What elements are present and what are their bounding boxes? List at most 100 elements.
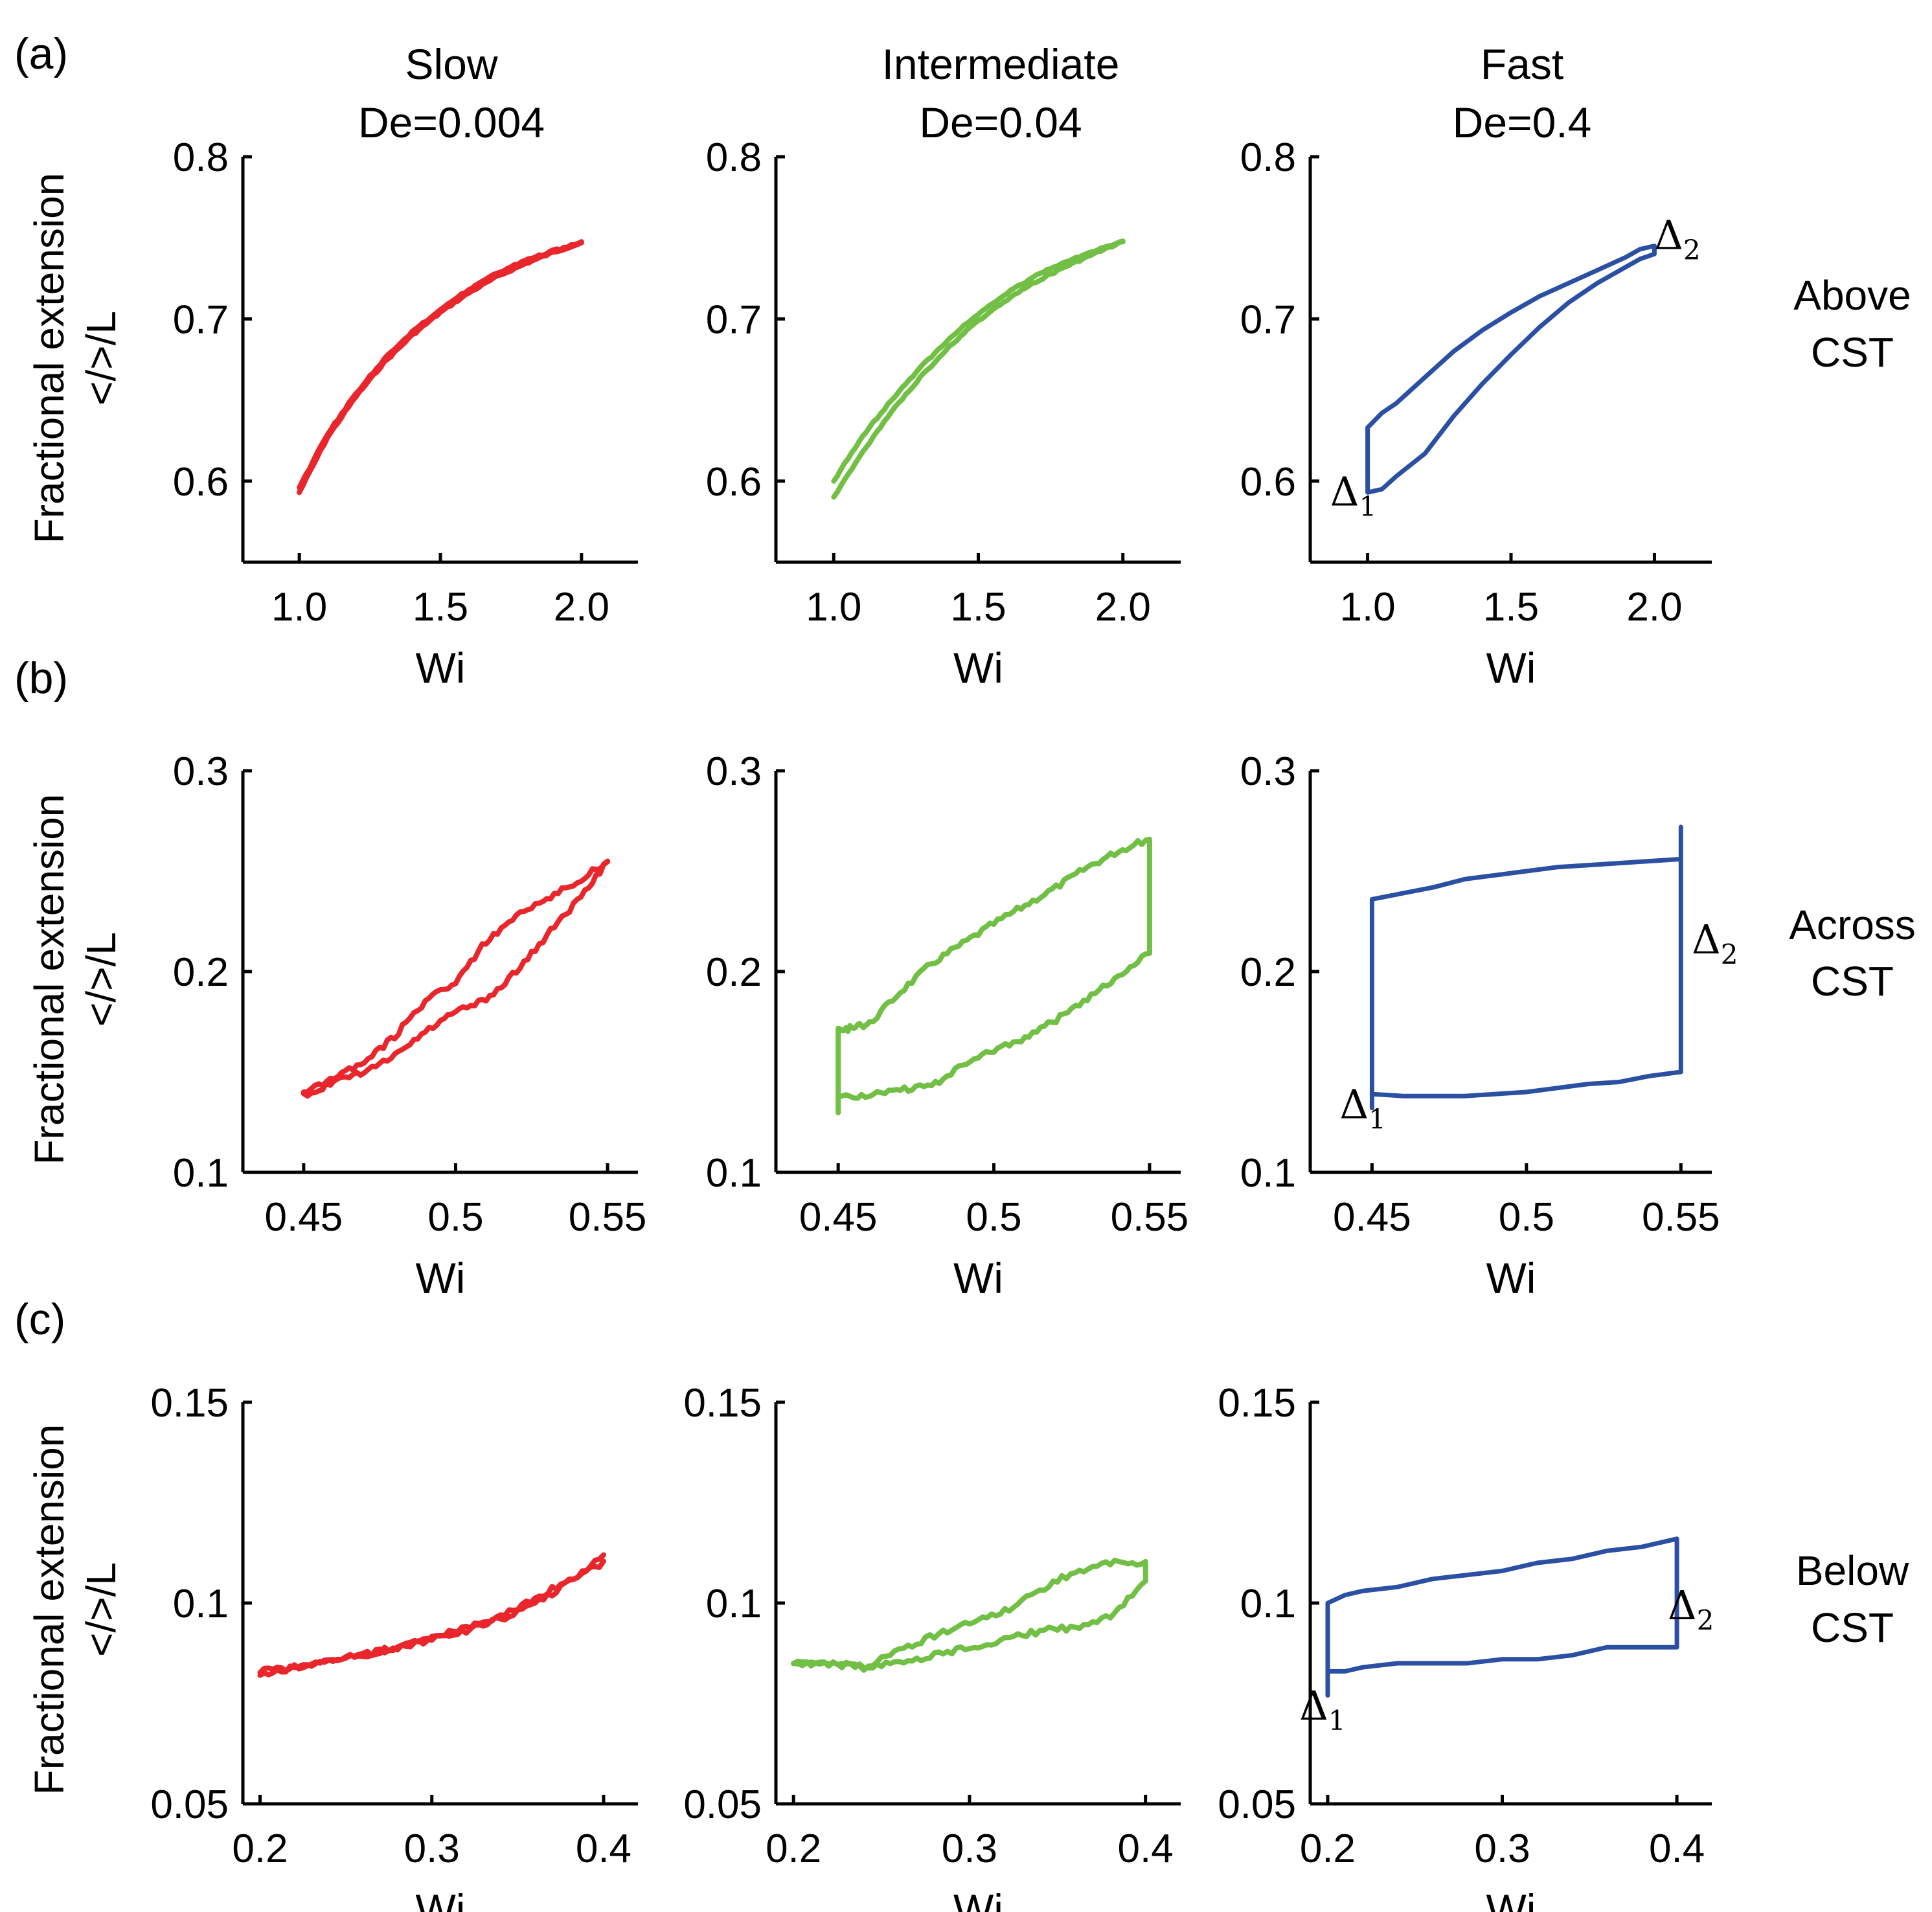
series-line-loop bbox=[1325, 1536, 1679, 1698]
x-axis-label: Wi bbox=[1486, 1885, 1536, 1912]
chart-panel-1-2: 0.6 0.7 0.8 1.0 1.5 2.0 Wi bbox=[706, 135, 1181, 692]
y-tick-label: 0.1 bbox=[173, 1151, 229, 1196]
row-label-across-1: Across bbox=[1789, 902, 1916, 948]
y-tick-label: 0.3 bbox=[1240, 749, 1296, 794]
series-line-loop bbox=[835, 836, 1152, 1115]
chart-panel-2-1: 0.1 0.2 0.3 0.45 0.5 0.55 Wi bbox=[173, 749, 647, 1302]
annotation-delta-2: Δ2 bbox=[1668, 1582, 1714, 1636]
y-tick-label: 0.6 bbox=[173, 460, 229, 505]
y-axis-labels: Fractional extension </>/L Fractional ex… bbox=[26, 173, 124, 1795]
y-tick-label: 0.1 bbox=[1240, 1582, 1296, 1626]
series-line-forward bbox=[301, 858, 611, 1099]
ylabel-a-line2: </>/L bbox=[78, 311, 124, 405]
series-line-return bbox=[301, 859, 611, 1095]
col-title-slow: Slow bbox=[405, 40, 497, 88]
x-tick-label: 0.45 bbox=[265, 1195, 343, 1240]
row-label-above-1: Above bbox=[1793, 272, 1911, 319]
x-axis-label: Wi bbox=[416, 1885, 466, 1912]
annotation-delta-1: Δ1 bbox=[1299, 1682, 1346, 1736]
x-tick-label: 0.4 bbox=[1118, 1827, 1174, 1871]
series-line-loop bbox=[1365, 244, 1657, 495]
y-tick-label: 0.7 bbox=[1240, 297, 1296, 342]
x-tick-label: 0.3 bbox=[404, 1827, 460, 1871]
panels: 0.6 0.7 0.8 1.0 1.5 2.0 Wi 0.6 0.7 0.8 1.0 1.5 2.0 Wi… bbox=[150, 135, 1738, 1912]
col-de-slow: De=0.004 bbox=[358, 98, 545, 146]
y-tick-label: 0.7 bbox=[706, 297, 762, 342]
x-tick-label: 0.5 bbox=[966, 1195, 1021, 1240]
x-tick-label: 0.55 bbox=[1111, 1195, 1189, 1240]
col-title-fast: Fast bbox=[1481, 40, 1563, 88]
y-tick-label: 0.15 bbox=[683, 1381, 762, 1426]
y-tick-label: 0.1 bbox=[173, 1582, 229, 1626]
col-de-intermediate: De=0.04 bbox=[919, 98, 1082, 146]
annotation-delta-1: Δ1 bbox=[1339, 1080, 1386, 1135]
x-axis-label: Wi bbox=[953, 644, 1003, 692]
x-tick-label: 0.2 bbox=[1300, 1827, 1356, 1871]
ylabel-c-line1: Fractional extension bbox=[26, 1424, 73, 1795]
row-label-above-2: CST bbox=[1811, 329, 1894, 376]
x-axis-label: Wi bbox=[416, 1254, 466, 1302]
x-axis-label: Wi bbox=[953, 1254, 1003, 1302]
y-tick-label: 0.8 bbox=[706, 135, 762, 180]
y-tick-label: 0.2 bbox=[706, 950, 762, 995]
series-line-return bbox=[297, 239, 584, 490]
x-tick-label: 2.0 bbox=[1626, 585, 1682, 630]
ylabel-a-line1: Fractional extension bbox=[26, 173, 73, 544]
y-tick-label: 0.1 bbox=[706, 1151, 762, 1196]
x-tick-label: 2.0 bbox=[1095, 585, 1151, 630]
y-tick-label: 0.2 bbox=[173, 950, 229, 995]
y-tick-label: 0.1 bbox=[706, 1582, 762, 1626]
chart-panel-1-1: 0.6 0.7 0.8 1.0 1.5 2.0 Wi bbox=[173, 135, 638, 692]
row-label-below-2: CST bbox=[1811, 1604, 1894, 1651]
x-tick-label: 0.4 bbox=[576, 1827, 631, 1871]
series-line-forward bbox=[257, 1552, 606, 1676]
x-tick-label: 0.5 bbox=[427, 1195, 483, 1240]
x-axis-label: Wi bbox=[416, 644, 466, 692]
x-tick-label: 1.5 bbox=[950, 585, 1006, 630]
column-titles: Slow De=0.004 Intermediate De=0.04 Fast … bbox=[358, 40, 1591, 146]
ylabel-b-line2: </>/L bbox=[78, 932, 124, 1027]
x-axis-label: Wi bbox=[953, 1885, 1003, 1912]
y-tick-label: 0.05 bbox=[150, 1782, 229, 1827]
x-tick-label: 1.5 bbox=[1483, 585, 1539, 630]
row-label-across-2: CST bbox=[1811, 958, 1894, 1005]
y-tick-label: 0.15 bbox=[1218, 1381, 1296, 1426]
ylabel-b-line1: Fractional extension bbox=[26, 794, 73, 1165]
chart-panel-2-3: 0.1 0.2 0.3 0.45 0.5 0.55 Wi Δ1 Δ2 bbox=[1240, 749, 1738, 1302]
x-tick-label: 1.5 bbox=[413, 585, 468, 630]
y-tick-label: 0.2 bbox=[1240, 950, 1296, 995]
chart-panel-3-1: 0.05 0.1 0.15 0.2 0.3 0.4 Wi bbox=[150, 1381, 638, 1912]
chart-panel-3-2: 0.05 0.1 0.15 0.2 0.3 0.4 Wi bbox=[683, 1381, 1181, 1912]
series-line-loop bbox=[791, 1557, 1148, 1673]
x-tick-label: 0.5 bbox=[1499, 1195, 1554, 1240]
annotation-delta-2: Δ2 bbox=[1692, 916, 1738, 970]
y-tick-label: 0.1 bbox=[1240, 1151, 1296, 1196]
y-tick-label: 0.8 bbox=[1240, 135, 1296, 180]
x-axis-label: Wi bbox=[1486, 644, 1536, 692]
x-tick-label: 1.0 bbox=[806, 585, 861, 630]
annotation-delta-1: Δ1 bbox=[1330, 468, 1377, 522]
x-tick-label: 0.2 bbox=[232, 1827, 288, 1871]
panel-label-c: (c) bbox=[14, 1295, 65, 1344]
x-tick-label: 0.45 bbox=[799, 1195, 878, 1240]
y-tick-label: 0.7 bbox=[173, 297, 229, 342]
ylabel-c-line2: </>/L bbox=[78, 1562, 124, 1657]
col-de-fast: De=0.4 bbox=[1453, 98, 1592, 146]
y-tick-label: 0.6 bbox=[706, 460, 762, 505]
x-tick-label: 1.0 bbox=[271, 585, 327, 630]
x-tick-label: 0.2 bbox=[766, 1827, 821, 1871]
annotation-delta-2: Δ2 bbox=[1654, 212, 1701, 266]
row-labels: (a) (b) (c) Above CST Across CST Below C… bbox=[14, 29, 1916, 1651]
series-line-return bbox=[257, 1558, 606, 1678]
x-tick-label: 0.3 bbox=[1474, 1827, 1530, 1871]
y-tick-label: 0.8 bbox=[173, 135, 229, 180]
x-tick-label: 0.3 bbox=[942, 1827, 997, 1871]
chart-panel-1-3: 0.6 0.7 0.8 1.0 1.5 2.0 Wi Δ1 Δ2 bbox=[1240, 135, 1712, 692]
x-axis-label: Wi bbox=[1486, 1254, 1536, 1302]
y-tick-label: 0.05 bbox=[1218, 1782, 1296, 1827]
x-tick-label: 0.55 bbox=[1642, 1195, 1720, 1240]
series-line-forward bbox=[831, 238, 1126, 500]
col-title-intermediate: Intermediate bbox=[882, 40, 1120, 88]
chart-panel-3-3: 0.05 0.1 0.15 0.2 0.3 0.4 Wi Δ1 Δ2 bbox=[1218, 1381, 1714, 1912]
